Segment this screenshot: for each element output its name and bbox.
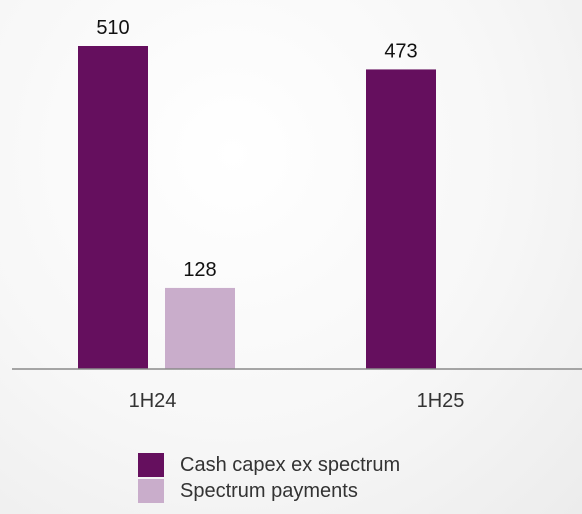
value-label-1h24-cash-capex-ex-spectrum: 510: [96, 17, 129, 39]
bar-1h25-cash-capex-ex-spectrum: [366, 69, 436, 369]
value-label-1h25-cash-capex-ex-spectrum: 473: [384, 40, 417, 62]
legend-swatch-spectrum: [138, 479, 164, 503]
legend-label-spectrum: Spectrum payments: [180, 479, 358, 502]
bars-group: [78, 46, 436, 369]
category-label-1h25: 1H25: [417, 390, 465, 412]
bar-1h24-cash-capex-ex-spectrum: [78, 46, 148, 369]
legend-swatch-cash-capex: [138, 453, 164, 477]
legend-item-spectrum: Spectrum payments: [138, 478, 400, 504]
legend-item-cash-capex: Cash capex ex spectrum: [138, 452, 400, 478]
legend-label-cash-capex: Cash capex ex spectrum: [180, 453, 401, 476]
category-label-1h24: 1H24: [129, 390, 177, 412]
value-labels-group: 510 128 473: [96, 17, 417, 281]
bar-chart: 510 128 473 1H24 1H25: [12, 17, 582, 412]
value-label-1h24-spectrum-payments: 128: [183, 259, 216, 281]
bar-1h24-spectrum-payments: [165, 287, 235, 369]
legend: Cash capex ex spectrum Spectrum payments: [138, 452, 400, 504]
category-labels-group: 1H24 1H25: [129, 390, 465, 412]
